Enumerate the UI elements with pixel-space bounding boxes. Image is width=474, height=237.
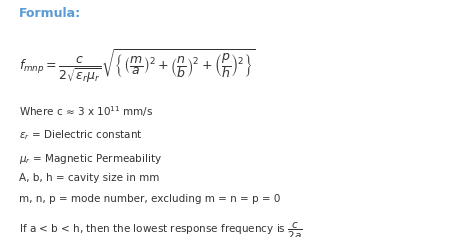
Text: $\varepsilon_r$ = Dielectric constant: $\varepsilon_r$ = Dielectric constant bbox=[19, 128, 143, 142]
Text: $\mu_r$ = Magnetic Permeability: $\mu_r$ = Magnetic Permeability bbox=[19, 152, 162, 166]
Text: A, b, h = cavity size in mm: A, b, h = cavity size in mm bbox=[19, 173, 159, 183]
Text: $f_{mnp} = \dfrac{c}{2\sqrt{\varepsilon_r \mu_r}} \sqrt{\left\{\left(\dfrac{m}{a: $f_{mnp} = \dfrac{c}{2\sqrt{\varepsilon_… bbox=[19, 47, 256, 85]
Text: Formula:: Formula: bbox=[19, 7, 81, 20]
Text: Where c ≈ 3 x 10$^{11}$ mm/s: Where c ≈ 3 x 10$^{11}$ mm/s bbox=[19, 104, 153, 119]
Text: If a < b < h, then the lowest response frequency is $\dfrac{c}{2a}$: If a < b < h, then the lowest response f… bbox=[19, 220, 302, 237]
Text: m, n, p = mode number, excluding m = n = p = 0: m, n, p = mode number, excluding m = n =… bbox=[19, 194, 280, 204]
